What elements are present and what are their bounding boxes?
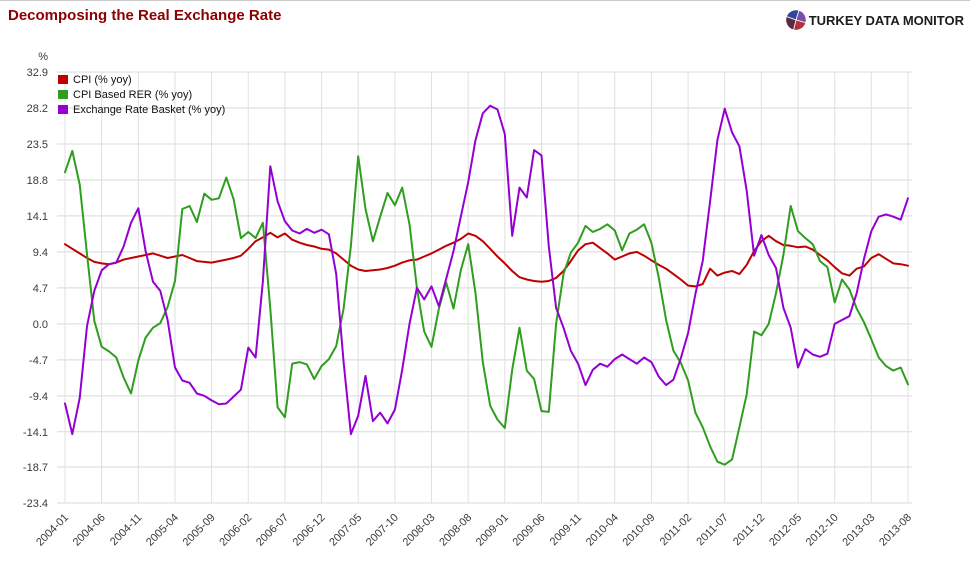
x-axis-tick-label: 2008-03 xyxy=(401,512,438,549)
brand-logo: TURKEY DATA MONITOR xyxy=(784,8,964,32)
y-axis-tick-label: 32.9 xyxy=(27,67,48,79)
x-axis-tick-label: 2013-08 xyxy=(877,512,914,549)
series-line-exchange-rate-basket-yoy- xyxy=(64,104,909,436)
y-axis-tick-label: -9.4 xyxy=(29,391,48,403)
brand-logo-text: TURKEY DATA MONITOR xyxy=(808,12,964,28)
legend-label-cpi-based-rer: CPI Based RER (% yoy) xyxy=(73,88,193,101)
series-line-cpi-based-rer-yoy- xyxy=(64,149,909,466)
x-axis-tick-label: 2011-12 xyxy=(731,512,767,548)
y-axis-tick-label: 23.5 xyxy=(27,139,48,151)
x-axis-tick-label: 2010-09 xyxy=(621,512,658,549)
y-axis-tick-label: -4.7 xyxy=(29,355,48,367)
legend-item-exchange-rate-basket: Exchange Rate Basket (% yoy) xyxy=(58,102,225,117)
x-axis-tick-label: 2009-11 xyxy=(548,512,584,548)
legend-swatch-cpi-based-rer xyxy=(58,90,68,99)
x-axis-tick-label: 2006-02 xyxy=(217,512,254,549)
x-axis-tick-label: 2012-10 xyxy=(804,512,841,549)
y-axis-tick-label: 9.4 xyxy=(33,247,48,259)
y-axis-tick-label: 14.1 xyxy=(27,211,48,223)
chart-legend: CPI (% yoy) CPI Based RER (% yoy) Exchan… xyxy=(58,72,225,117)
x-axis-tick-label: 2007-10 xyxy=(364,512,401,549)
legend-item-cpi: CPI (% yoy) xyxy=(58,72,225,87)
y-axis-tick-label: 4.7 xyxy=(33,283,48,295)
x-axis-tick-label: 2006-07 xyxy=(254,512,291,549)
y-axis-tick-label: -18.7 xyxy=(23,462,48,474)
page-title: Decomposing the Real Exchange Rate xyxy=(8,7,282,24)
y-axis-unit-label: % xyxy=(38,51,48,63)
x-axis-tick-label: 2004-01 xyxy=(34,512,71,549)
series-lines xyxy=(64,104,909,466)
legend-item-cpi-based-rer: CPI Based RER (% yoy) xyxy=(58,87,225,102)
series-line-cpi-yoy- xyxy=(64,231,909,288)
x-axis-tick-label: 2008-08 xyxy=(437,512,474,549)
legend-swatch-exchange-rate-basket xyxy=(58,105,68,114)
y-axis-tick-label: 18.8 xyxy=(27,175,48,187)
x-axis-tick-label: 2010-04 xyxy=(584,512,621,549)
x-axis-tick-label: 2009-01 xyxy=(474,512,511,549)
y-axis-tick-label: 28.2 xyxy=(27,103,48,115)
x-axis-tick-label: 2005-04 xyxy=(144,512,181,549)
x-axis-tick-label: 2006-12 xyxy=(291,512,328,549)
x-axis-tick-label: 2011-02 xyxy=(658,512,694,548)
y-axis-tick-label: 0.0 xyxy=(33,319,48,331)
x-axis-tick-label: 2013-03 xyxy=(840,512,877,549)
y-axis-tick-label: -14.1 xyxy=(23,427,48,439)
gridlines xyxy=(57,71,912,504)
x-axis-tick-label: 2004-06 xyxy=(71,512,108,549)
x-axis-tick-label: 2012-05 xyxy=(767,512,804,549)
x-axis-tick-label: 2007-05 xyxy=(327,512,364,549)
x-axis-tick-label: 2011-07 xyxy=(694,512,730,548)
pie-chart-logo-icon xyxy=(785,9,807,31)
legend-label-exchange-rate-basket: Exchange Rate Basket (% yoy) xyxy=(73,103,226,116)
x-axis-tick-label: 2009-06 xyxy=(511,512,548,549)
legend-label-cpi: CPI (% yoy) xyxy=(73,73,132,86)
x-axis-tick-label: 2005-09 xyxy=(181,512,218,549)
legend-swatch-cpi xyxy=(58,75,68,84)
x-axis-tick-label: 2004-11 xyxy=(108,512,144,548)
y-axis-tick-label: -23.4 xyxy=(23,498,48,510)
